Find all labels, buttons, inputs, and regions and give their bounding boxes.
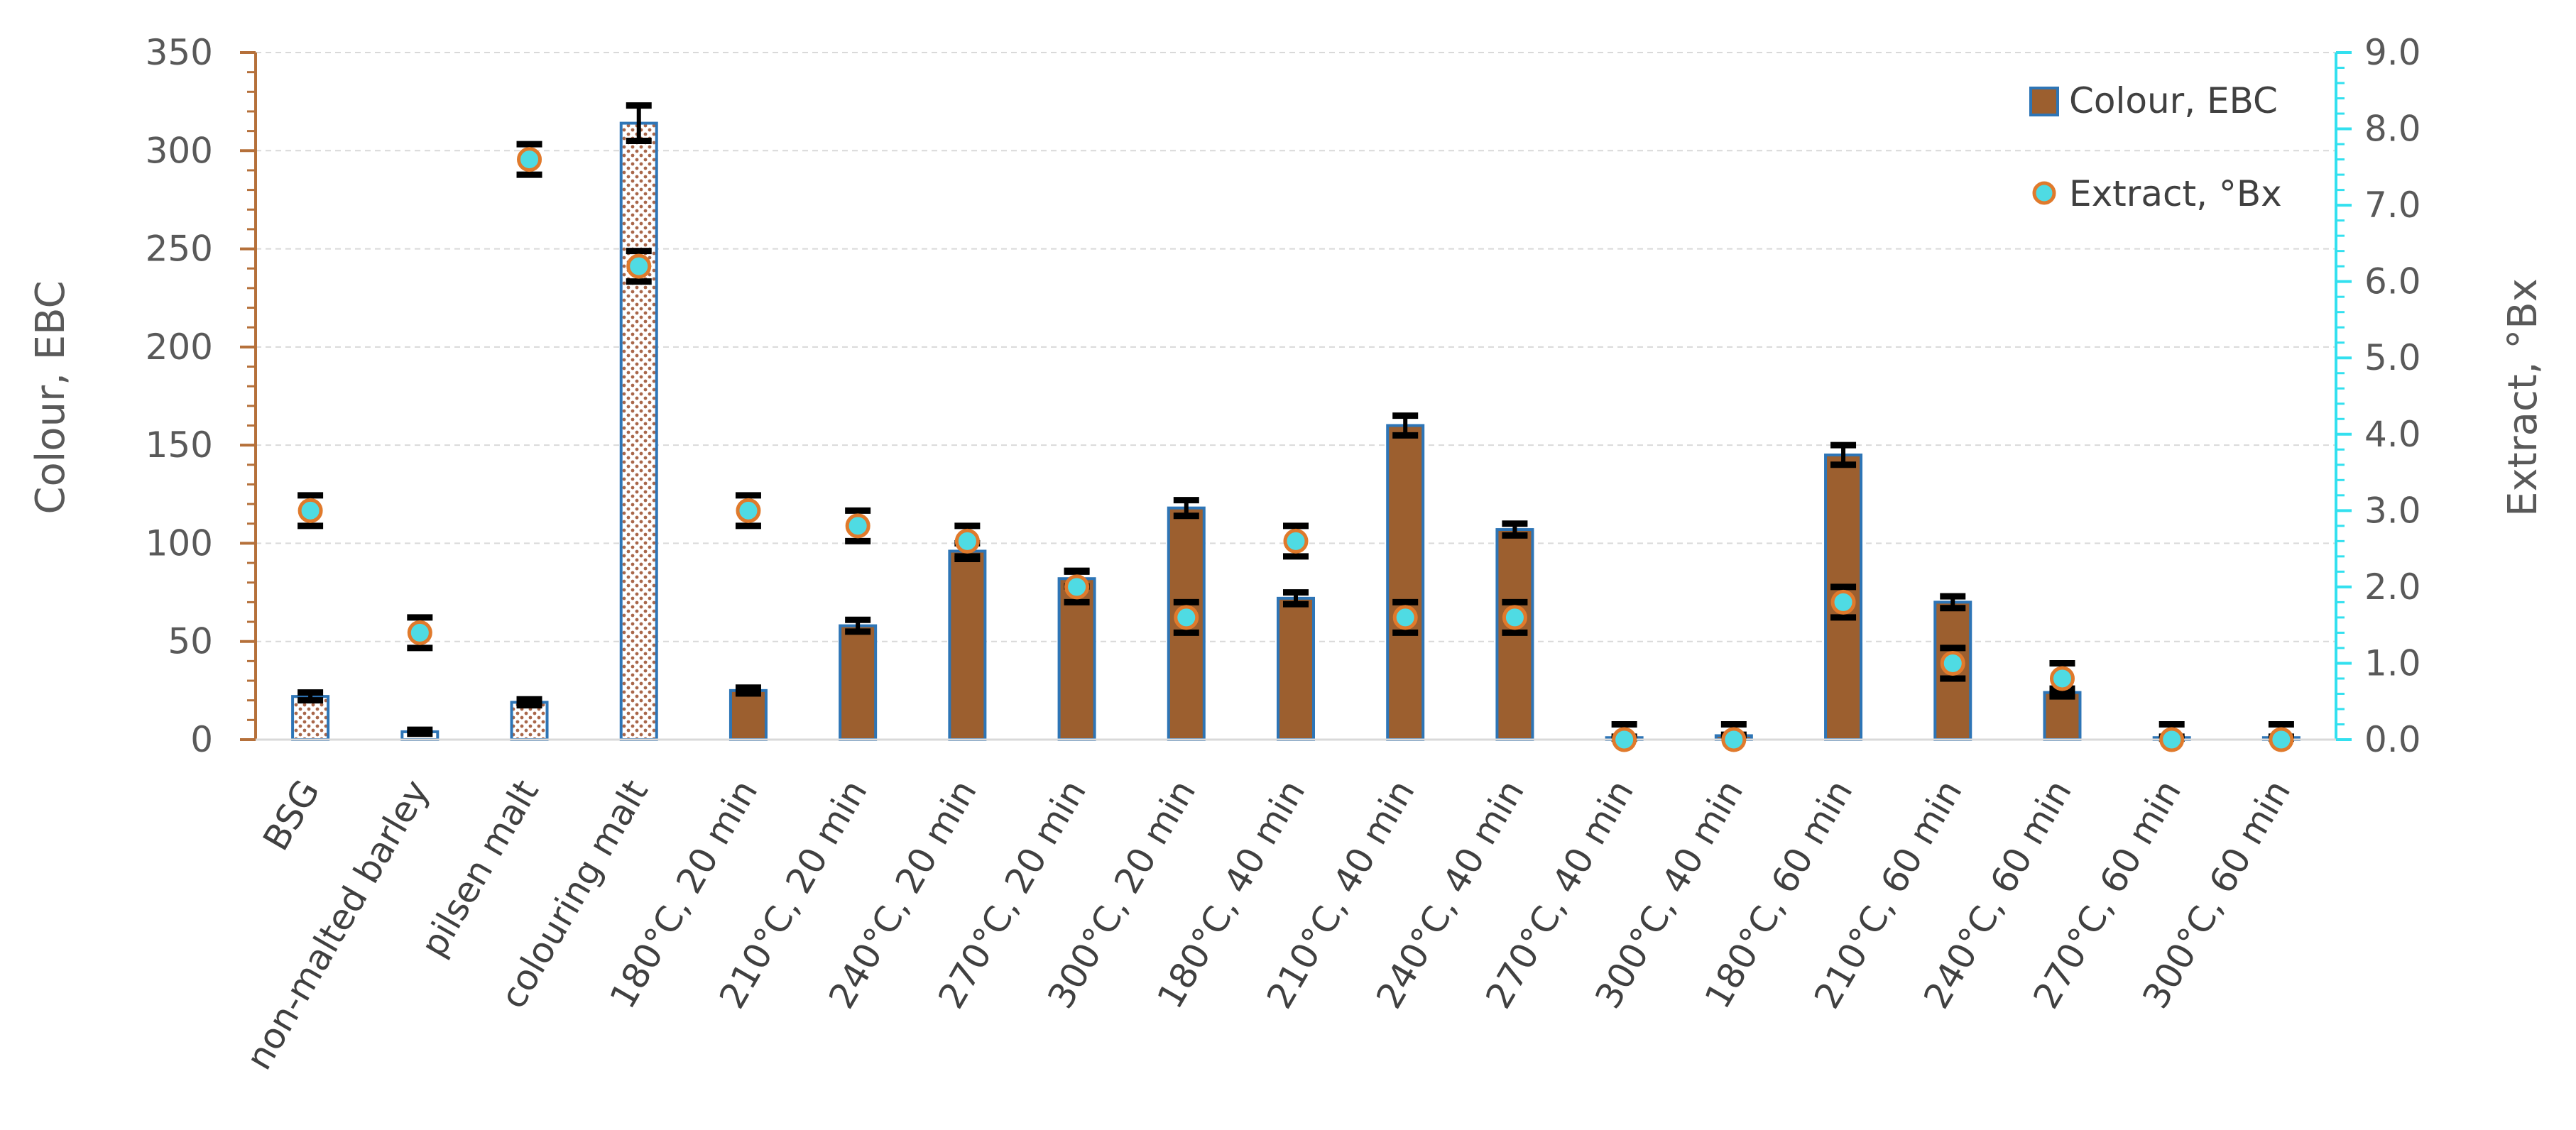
right-tick-label: 7.0 [2364, 185, 2421, 226]
extract-marker [736, 498, 761, 523]
left-tick-label: 100 [146, 522, 213, 564]
colour-bars [291, 121, 2301, 742]
colour-bar [839, 624, 878, 741]
colour-bar [728, 689, 768, 741]
legend-label-extract: Extract, °Bx [2069, 173, 2282, 214]
colour-bar [2043, 691, 2082, 742]
right-tick-label: 0.0 [2364, 719, 2421, 760]
legend: Colour, EBC Extract, °Bx [2029, 80, 2282, 214]
right-tick-label: 9.0 [2364, 32, 2421, 73]
extract-marker [298, 498, 323, 523]
axes [240, 51, 2352, 741]
extract-marker [954, 528, 980, 554]
colour-bar [1386, 424, 1425, 741]
right-tick-label: 4.0 [2364, 414, 2421, 455]
left-tick-label: 200 [146, 327, 213, 368]
extract-marker [1283, 528, 1309, 554]
right-tick-label: 3.0 [2364, 490, 2421, 531]
left-tick-label: 150 [146, 424, 213, 466]
category-label: BSG [255, 773, 327, 857]
legend-item-extract: Extract, °Bx [2032, 173, 2282, 214]
extract-marker [2159, 727, 2185, 752]
extract-marker [2269, 727, 2294, 752]
left-tick-label: 300 [146, 130, 213, 171]
right-tick-label: 2.0 [2364, 566, 2421, 608]
extract-marker [1830, 589, 1856, 615]
gridlines [256, 52, 2336, 642]
extract-marker [1502, 605, 1527, 630]
extract-marker [845, 513, 871, 539]
extract-marker [1174, 605, 1199, 630]
right-tick-label: 1.0 [2364, 642, 2421, 684]
extract-marker [517, 147, 542, 172]
right-tick-label: 6.0 [2364, 261, 2421, 302]
extract-marker [1721, 727, 1747, 752]
legend-swatch-extract [2032, 181, 2056, 205]
extract-marker [626, 253, 652, 279]
colour-bar [619, 121, 658, 741]
extract-marker [407, 620, 432, 645]
right-axis-tick-labels: 0.0 1.0 2.0 3.0 4.0 5.0 6.0 7.0 8.0 9.0 [2364, 32, 2421, 760]
left-axis-tick-labels: 0 50 100 150 200 250 300 350 [146, 32, 213, 760]
right-tick-label: 8.0 [2364, 109, 2421, 150]
legend-item-colour: Colour, EBC [2029, 80, 2278, 121]
colour-bar [1277, 596, 1315, 742]
colour-bar [948, 549, 987, 742]
y-axis-right-title: Extract, °Bx [2500, 278, 2546, 517]
extract-marker [1612, 727, 1637, 752]
extract-marker [1940, 650, 1965, 676]
extract-marker [1064, 574, 1090, 600]
legend-swatch-colour [2029, 87, 2059, 116]
y-axis-left-title: Colour, EBC [28, 280, 74, 514]
left-tick-label: 0 [190, 719, 213, 760]
extract-markers [298, 147, 2294, 752]
left-tick-label: 250 [146, 229, 213, 270]
left-tick-label: 50 [168, 621, 213, 662]
right-tick-label: 5.0 [2364, 337, 2421, 378]
extract-marker [2049, 666, 2075, 691]
legend-label-colour: Colour, EBC [2069, 80, 2278, 121]
left-tick-label: 350 [146, 32, 213, 73]
extract-marker [1392, 605, 1418, 630]
